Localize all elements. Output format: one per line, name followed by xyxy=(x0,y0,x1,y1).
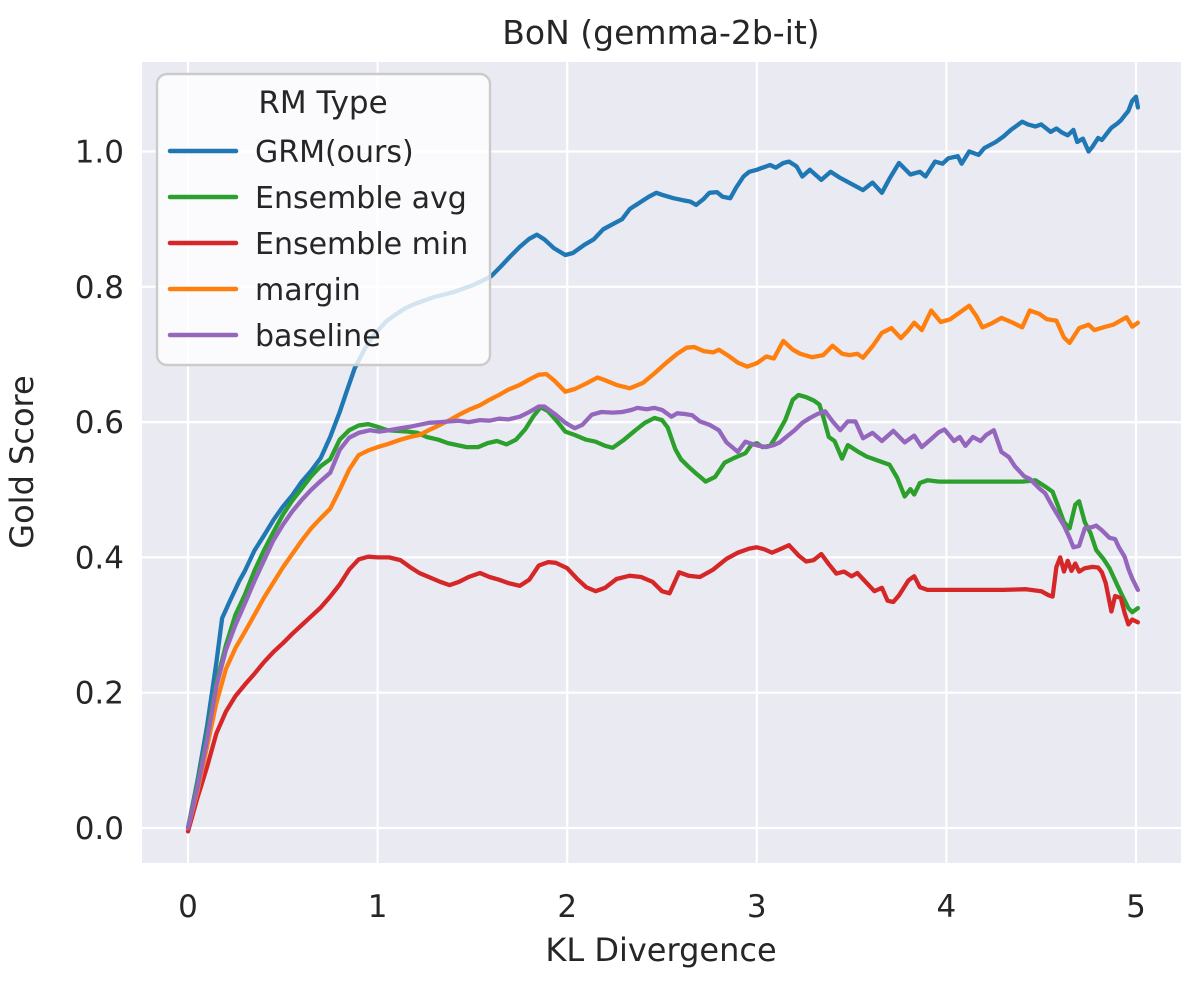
legend-item: margin xyxy=(167,273,361,308)
series-line-baseline xyxy=(185,404,1141,831)
x-axis-tick-label: 5 xyxy=(1126,889,1146,925)
series-line-ensemble-min xyxy=(185,543,1141,834)
legend-items: GRM(ours) Ensemble avg Ensemble min margin b… xyxy=(167,135,468,354)
legend-item: baseline xyxy=(167,319,381,354)
chart-title: BoN (gemma-2b-it) xyxy=(502,13,819,52)
legend-item-label: Ensemble min xyxy=(255,227,468,262)
x-axis-tick-label: 2 xyxy=(557,889,577,925)
x-axis-tick-label: 3 xyxy=(747,889,767,925)
legend-item: Ensemble avg xyxy=(167,181,467,216)
y-axis-tick-label: 0.4 xyxy=(75,540,124,576)
legend-item: Ensemble min xyxy=(167,227,468,262)
x-axis-tick-label: 4 xyxy=(937,889,957,925)
legend-item-label: margin xyxy=(255,273,361,308)
x-axis-tick-labels: 0 1 2 3 4 5 xyxy=(178,889,1146,925)
legend-item: GRM(ours) xyxy=(167,135,414,170)
y-axis-tick-labels: 0.0 0.2 0.4 0.6 0.8 1.0 xyxy=(75,135,124,848)
x-axis-label: KL Divergence xyxy=(545,931,776,969)
legend-item-label: GRM(ours) xyxy=(255,135,414,170)
legend-item-label: baseline xyxy=(255,319,381,354)
x-axis-tick-label: 1 xyxy=(368,889,388,925)
y-axis-tick-label: 0.2 xyxy=(75,676,124,712)
legend: RM Type GRM(ours) Ensemble avg Ensemble mi… xyxy=(155,72,492,367)
legend-title: RM Type xyxy=(258,85,387,121)
series-line-ensemble-avg xyxy=(185,392,1141,831)
y-axis-tick-label: 0.6 xyxy=(75,405,124,441)
series-lines xyxy=(185,94,1141,834)
y-axis-tick-label: 0.8 xyxy=(75,270,124,306)
x-axis-tick-label: 0 xyxy=(178,889,198,925)
legend-box xyxy=(155,72,492,367)
y-axis-label: Gold Score xyxy=(3,375,41,548)
legend-item-label: Ensemble avg xyxy=(255,181,467,216)
y-axis-tick-label: 0.0 xyxy=(75,811,124,847)
y-axis-tick-label: 1.0 xyxy=(75,135,124,171)
series-line-margin xyxy=(185,303,1141,831)
